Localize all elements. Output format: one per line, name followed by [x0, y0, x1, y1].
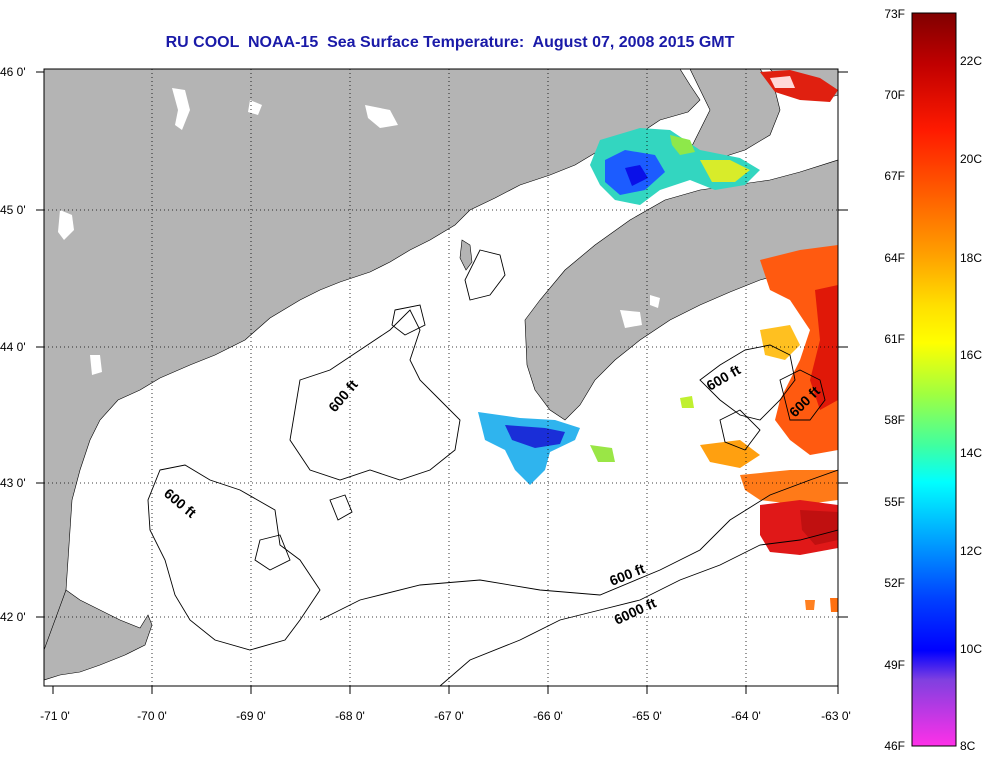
colorbar-c-label: 12C [960, 544, 982, 558]
lon-tick-label: -64 0' [731, 709, 761, 723]
colorbar-c-label: 20C [960, 152, 982, 166]
lon-tick-label: -71 0' [40, 709, 70, 723]
contour-600ft-far-east [779, 369, 826, 421]
lon-tick-label: -70 0' [137, 709, 167, 723]
land-cape-cod [44, 589, 153, 681]
contour-600ft-west [147, 464, 321, 651]
colorbar [911, 12, 957, 747]
colorbar-c-label: 18C [960, 251, 982, 265]
lat-tick-label: 45 0' [0, 203, 26, 217]
lon-tick-label: -66 0' [533, 709, 563, 723]
lon-tick-label: -67 0' [434, 709, 464, 723]
lat-tick-label: 42 0' [0, 610, 26, 624]
contour-bathy-basin [464, 249, 506, 301]
lon-tick-label: -68 0' [335, 709, 365, 723]
colorbar-f-label: 70F [884, 88, 905, 102]
contour-layer [147, 249, 838, 686]
map-title: RU COOL NOAA-15 Sea Surface Temperature:… [165, 34, 735, 51]
contour-600ft-central [289, 309, 461, 481]
plot-frame [43, 68, 839, 687]
land-grand-manan [459, 239, 473, 271]
grid-lines [44, 69, 838, 686]
contour-bathy-ledge [329, 494, 353, 521]
lake-layer [58, 88, 660, 375]
sst-layer [478, 70, 838, 612]
colorbar-f-label: 46F [884, 739, 905, 753]
colorbar-f-label: 58F [884, 413, 905, 427]
colorbar-c-label: 10C [960, 642, 982, 656]
colorbar-c-label: 8C [960, 739, 976, 753]
lat-tick-label: 43 0' [0, 476, 26, 490]
colorbar-f-label: 73F [884, 7, 905, 21]
lon-tick-label: -69 0' [236, 709, 266, 723]
colorbar-f-label: 61F [884, 332, 905, 346]
colorbar-f-label: 64F [884, 251, 905, 265]
contour-bathy-south [254, 534, 291, 571]
lon-tick-label: -65 0' [632, 709, 662, 723]
tick-marks [36, 71, 848, 694]
colorbar-fahrenheit-labels: 73F 70F 67F 64F 61F 58F 55F 52F 49F 46F [884, 7, 905, 753]
colorbar-f-label: 52F [884, 576, 905, 590]
colorbar-f-label: 67F [884, 169, 905, 183]
colorbar-c-label: 14C [960, 446, 982, 460]
colorbar-celsius-labels: 22C 20C 18C 16C 14C 12C 10C 8C [960, 54, 982, 753]
colorbar-c-label: 16C [960, 348, 982, 362]
contour-600ft-georges [319, 469, 838, 621]
contour-bathy-nw [391, 304, 426, 336]
colorbar-f-label: 49F [884, 658, 905, 672]
contour-bathy-east [719, 409, 761, 451]
colorbar-c-label: 22C [960, 54, 982, 68]
lat-tick-label: 44 0' [0, 340, 26, 354]
colorbar-f-label: 55F [884, 495, 905, 509]
lon-tick-label: -63 0' [821, 709, 851, 723]
contour-6000ft [439, 529, 838, 686]
lat-tick-label: 46 0' [0, 65, 26, 79]
contour-600ft-east [699, 344, 796, 421]
